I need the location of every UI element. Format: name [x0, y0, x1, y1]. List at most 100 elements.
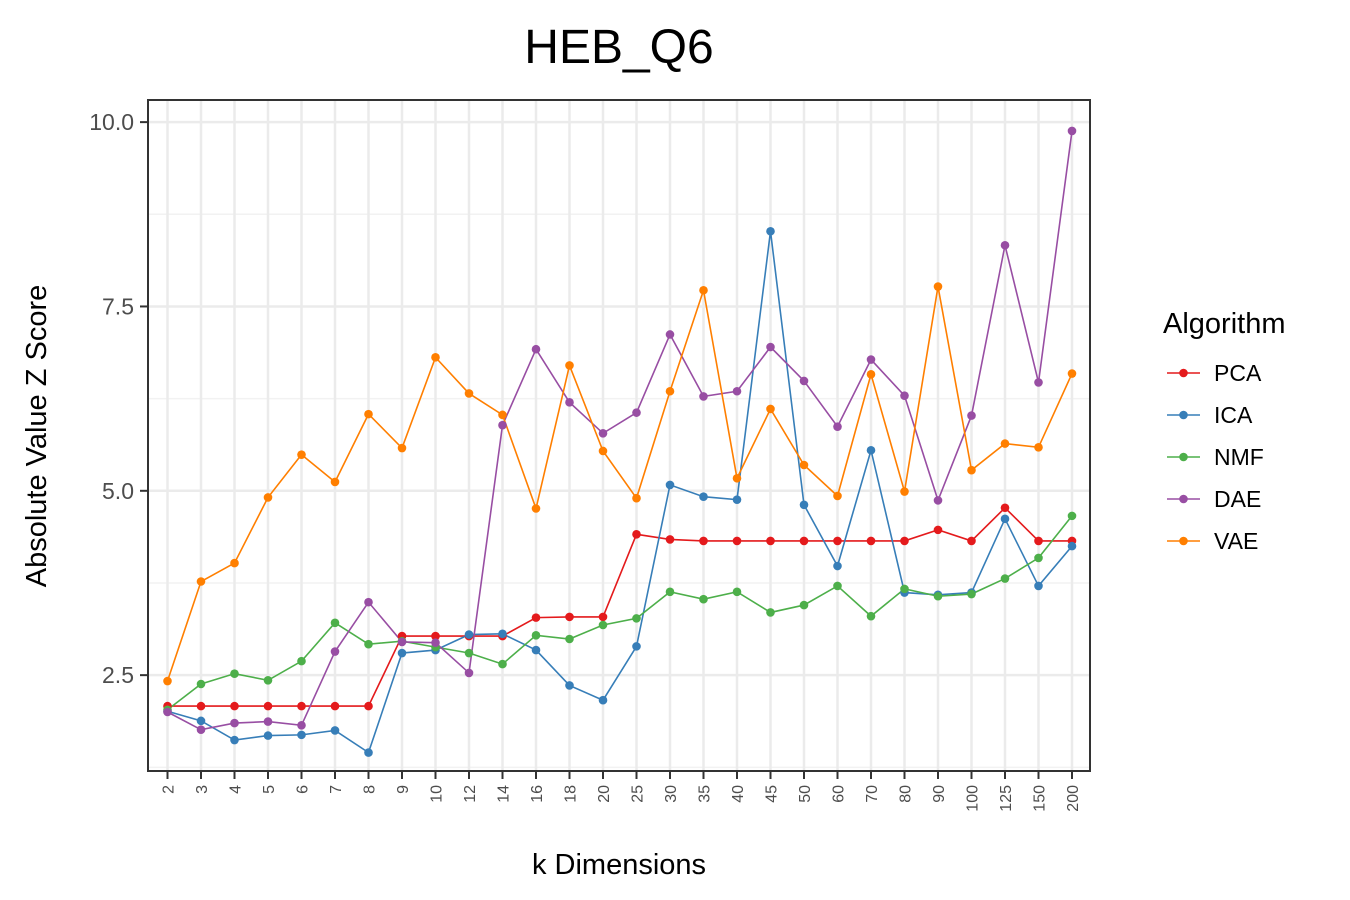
data-point-ica — [1067, 541, 1077, 551]
x-tick-label: 30 — [663, 785, 680, 803]
data-point-pca — [732, 536, 742, 546]
data-point-ica — [833, 561, 842, 571]
legend-key-point-dae — [1179, 494, 1188, 504]
data-point-vae — [900, 487, 909, 496]
legend-title: Algorithm — [1163, 308, 1286, 340]
data-point-ica — [1000, 514, 1010, 524]
data-point-vae — [498, 410, 507, 420]
data-point-pca — [866, 536, 876, 546]
data-point-nmf — [967, 589, 976, 599]
x-tick-label: 3 — [194, 785, 211, 794]
data-point-ica — [665, 480, 675, 490]
x-tick-label: 5 — [261, 785, 278, 794]
data-point-nmf — [1000, 574, 1010, 583]
x-tick-label: 16 — [529, 785, 546, 803]
y-tick-label: 10.0 — [89, 109, 134, 135]
data-point-vae — [1067, 369, 1077, 378]
data-point-nmf — [297, 656, 306, 666]
data-point-dae — [1000, 240, 1010, 250]
data-point-dae — [230, 718, 239, 728]
data-point-dae — [799, 376, 809, 386]
data-point-pca — [699, 536, 708, 546]
data-point-vae — [632, 493, 641, 503]
data-point-nmf — [665, 587, 675, 597]
data-point-dae — [1034, 378, 1043, 387]
data-point-pca — [565, 612, 574, 622]
data-point-nmf — [799, 600, 809, 610]
series-line-pca — [167, 506, 1072, 707]
data-point-nmf — [1034, 553, 1043, 563]
data-point-vae — [364, 409, 373, 419]
data-point-vae — [1000, 439, 1010, 448]
data-point-vae — [665, 386, 675, 396]
x-tick-label: 2 — [161, 785, 178, 794]
data-point-nmf — [565, 634, 574, 644]
data-point-dae — [933, 496, 943, 505]
legend-key-point-ica — [1179, 410, 1188, 420]
data-point-ica — [498, 629, 507, 639]
data-point-pca — [531, 613, 541, 622]
x-tick-label: 8 — [362, 785, 379, 794]
y-axis-title: Absolute Value Z Score — [21, 285, 53, 588]
x-tick-label: 9 — [395, 785, 412, 794]
data-point-dae — [565, 398, 574, 407]
series-line-dae — [167, 130, 1073, 731]
x-tick-label: 200 — [1065, 785, 1082, 812]
data-point-dae — [531, 344, 541, 354]
data-point-dae — [397, 637, 407, 647]
data-point-nmf — [933, 591, 943, 601]
data-point-dae — [364, 597, 373, 607]
data-point-vae — [833, 491, 842, 501]
legend-label-dae: DAE — [1214, 486, 1261, 512]
x-tick-label: 25 — [630, 785, 647, 803]
data-point-ica — [1034, 581, 1043, 591]
data-point-pca — [263, 701, 273, 711]
data-point-ica — [364, 748, 373, 757]
x-tick-label: 40 — [730, 785, 747, 803]
data-point-pca — [230, 701, 239, 711]
data-point-vae — [330, 477, 340, 487]
series-line-ica — [167, 231, 1073, 754]
data-point-ica — [866, 445, 876, 455]
data-point-dae — [900, 391, 909, 400]
data-point-dae — [766, 342, 775, 352]
data-point-dae — [196, 725, 206, 735]
x-tick-label: 150 — [1032, 785, 1049, 812]
data-point-ica — [297, 730, 306, 740]
data-point-vae — [297, 450, 306, 459]
data-point-dae — [632, 408, 641, 417]
data-point-vae — [967, 465, 976, 475]
data-point-dae — [163, 707, 172, 717]
series-line-vae — [166, 286, 1073, 682]
data-point-nmf — [498, 659, 507, 669]
data-point-vae — [1034, 442, 1043, 452]
data-point-nmf — [699, 594, 708, 604]
data-point-dae — [598, 428, 608, 438]
x-tick-label: 50 — [797, 785, 814, 803]
data-point-dae — [498, 420, 507, 430]
data-point-nmf — [364, 639, 373, 649]
data-point-ica — [699, 492, 708, 502]
series-points — [163, 126, 1077, 757]
x-tick-label: 10 — [429, 785, 446, 803]
x-tick-label: 4 — [228, 785, 245, 794]
data-point-vae — [464, 389, 474, 398]
data-point-vae — [565, 361, 574, 370]
legend-label-vae: VAE — [1214, 528, 1258, 554]
data-point-dae — [833, 422, 842, 431]
data-point-ica — [766, 226, 775, 236]
x-tick-label: 45 — [764, 785, 781, 803]
data-point-nmf — [732, 587, 742, 597]
x-tick-label: 7 — [328, 785, 345, 794]
data-point-ica — [799, 500, 809, 510]
data-point-pca — [431, 631, 440, 641]
data-point-nmf — [1067, 511, 1077, 521]
data-point-ica — [397, 648, 407, 658]
y-tick-label: 7.5 — [102, 293, 134, 319]
x-tick-label: 6 — [295, 785, 312, 794]
data-point-vae — [699, 285, 708, 295]
data-point-ica — [531, 645, 541, 655]
data-point-nmf — [900, 584, 909, 594]
data-point-dae — [297, 720, 306, 730]
